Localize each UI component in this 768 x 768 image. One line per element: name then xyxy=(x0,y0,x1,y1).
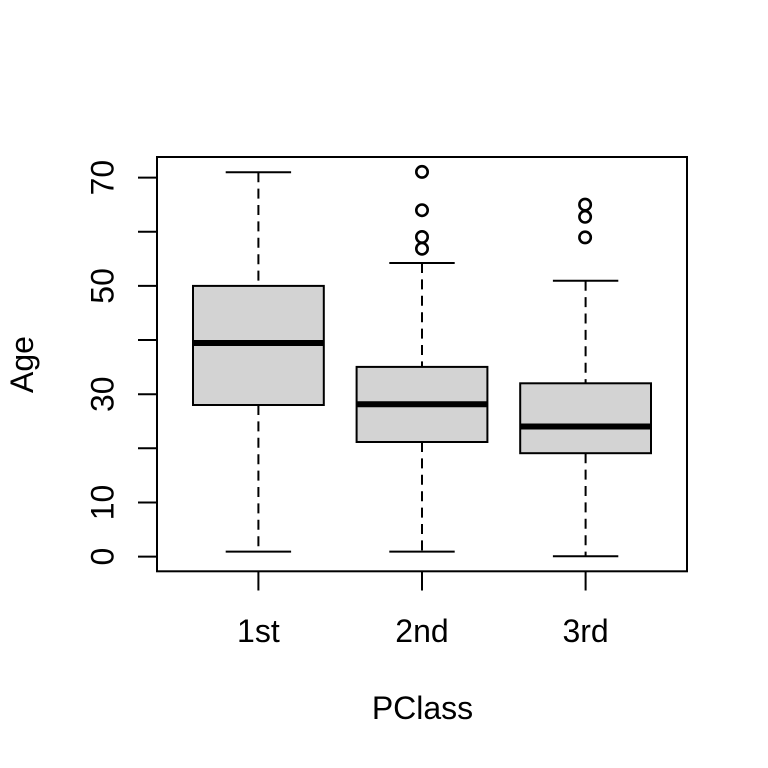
svg-text:Age: Age xyxy=(4,336,40,393)
svg-text:30: 30 xyxy=(85,376,121,412)
svg-text:2nd: 2nd xyxy=(395,613,448,649)
svg-text:10: 10 xyxy=(85,485,121,521)
svg-text:PClass: PClass xyxy=(372,690,473,726)
svg-text:70: 70 xyxy=(85,160,121,196)
svg-text:3rd: 3rd xyxy=(562,613,608,649)
svg-text:1st: 1st xyxy=(237,613,280,649)
svg-text:0: 0 xyxy=(85,548,121,566)
svg-text:50: 50 xyxy=(85,268,121,304)
